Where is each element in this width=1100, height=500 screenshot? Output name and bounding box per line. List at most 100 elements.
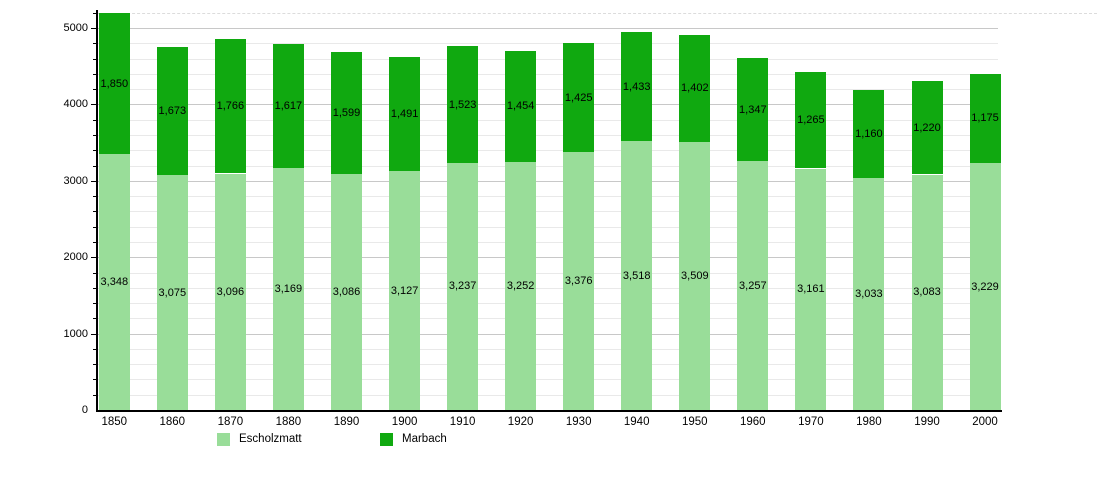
bar-segment-marbach: 1,425 <box>563 43 595 153</box>
x-tick-label: 1960 <box>740 416 766 428</box>
bar-segment-escholzmatt: 3,348 <box>98 154 130 410</box>
gridline-minor <box>97 12 1097 14</box>
y-axis-minor-tick <box>93 241 97 243</box>
bar-segment-marbach: 1,265 <box>795 71 827 169</box>
bar-segment-escholzmatt: 3,376 <box>563 152 595 410</box>
gridline-major <box>97 257 998 259</box>
legend-swatch-marbach <box>380 432 393 446</box>
bar-segment-marbach: 1,220 <box>911 81 943 175</box>
bar-value-label: 3,237 <box>448 280 477 293</box>
bar-segment-escholzmatt: 3,075 <box>156 175 188 410</box>
bar-segment-marbach: 1,402 <box>679 34 711 142</box>
bar-value-label: 3,376 <box>564 275 593 288</box>
y-axis-minor-tick <box>93 135 97 136</box>
bar-segment-marbach: 1,347 <box>737 58 769 162</box>
y-tick-label: 0 <box>81 404 88 416</box>
gridline-minor <box>97 135 998 136</box>
y-axis-minor-tick <box>93 272 97 274</box>
y-axis-minor-tick <box>93 394 97 396</box>
bar-segment-escholzmatt: 3,033 <box>853 178 885 410</box>
bar-value-label: 1,220 <box>913 121 941 134</box>
gridline-minor <box>97 303 998 304</box>
bar-value-label: 1,175 <box>971 112 999 125</box>
x-tick-label: 1990 <box>914 416 940 428</box>
gridline-minor <box>97 43 998 45</box>
bar-segment-marbach: 1,673 <box>156 47 188 176</box>
y-axis-major-tick <box>91 28 97 29</box>
y-axis-minor-tick <box>93 196 97 198</box>
gridline-major <box>97 180 998 182</box>
bar-value-label: 1,599 <box>332 107 361 120</box>
bar-value-label: 3,033 <box>855 288 883 301</box>
gridline-minor <box>97 226 998 228</box>
x-tick-label: 1870 <box>217 416 244 428</box>
y-axis-minor-tick <box>93 318 97 320</box>
gridline-minor <box>97 379 998 381</box>
legend-label: Marbach <box>402 433 447 445</box>
bar-segment-escholzmatt: 3,252 <box>505 161 537 410</box>
bar-segment-escholzmatt: 3,086 <box>331 174 362 410</box>
y-axis-minor-tick <box>93 73 97 75</box>
x-tick-label: 1930 <box>565 416 592 428</box>
legend-swatch-escholzmatt <box>217 432 230 446</box>
bar-segment-escholzmatt: 3,518 <box>621 141 653 410</box>
gridline-minor <box>97 394 998 396</box>
bar-segment-escholzmatt: 3,083 <box>911 174 943 410</box>
x-tick-label: 2000 <box>972 416 998 428</box>
bar-value-label: 3,083 <box>913 286 941 299</box>
bar-segment-escholzmatt: 3,237 <box>447 162 479 410</box>
y-axis-minor-tick <box>93 287 97 289</box>
x-tick-label: 1900 <box>391 416 418 428</box>
gridline-minor <box>97 196 998 198</box>
y-axis-minor-tick <box>93 12 97 14</box>
bar-value-label: 3,086 <box>332 286 361 299</box>
y-axis-minor-tick <box>93 119 97 121</box>
y-axis-minor-tick <box>93 364 97 366</box>
y-axis-line <box>96 10 98 412</box>
gridline-minor <box>97 241 998 243</box>
bar-value-label: 3,518 <box>622 269 651 282</box>
x-tick-label: 1890 <box>333 416 360 428</box>
bar-value-label: 3,075 <box>158 286 187 299</box>
bar-segment-escholzmatt: 3,127 <box>389 171 421 410</box>
bar-segment-marbach: 1,175 <box>969 73 1001 164</box>
bar-segment-marbach: 1,433 <box>621 31 653 142</box>
bar-segment-marbach: 1,617 <box>272 44 304 168</box>
gridline-minor <box>97 73 998 75</box>
x-tick-label: 1920 <box>507 416 534 428</box>
legend-item-marbach: Marbach <box>380 432 447 446</box>
legend-label: Escholzmatt <box>239 433 302 445</box>
bar-segment-marbach: 1,599 <box>331 52 362 175</box>
gridline-major <box>97 104 998 106</box>
y-axis-major-tick <box>91 257 97 259</box>
bar-segment-escholzmatt: 3,229 <box>969 163 1001 410</box>
bar-segment-marbach: 1,766 <box>214 38 246 174</box>
gridline-minor <box>97 272 998 274</box>
bar-segment-escholzmatt: 3,169 <box>272 167 304 410</box>
bar-value-label: 1,425 <box>564 91 593 104</box>
gridline-minor <box>97 287 998 289</box>
y-axis-minor-tick <box>93 165 97 167</box>
x-tick-label: 1910 <box>449 416 476 428</box>
y-tick-label: 1000 <box>63 327 88 340</box>
x-tick-label: 1980 <box>856 416 882 428</box>
gridline-minor <box>97 89 998 91</box>
y-tick-label: 4000 <box>63 98 88 111</box>
bar-value-label: 3,257 <box>739 279 767 292</box>
y-axis-minor-tick <box>93 348 97 350</box>
y-tick-label: 5000 <box>63 22 88 34</box>
gridline-minor <box>97 211 998 213</box>
y-axis-minor-tick <box>93 379 97 381</box>
y-axis-minor-tick <box>93 211 97 213</box>
bar-value-label: 3,229 <box>971 280 999 293</box>
gridline-minor <box>97 364 998 366</box>
bar-segment-escholzmatt: 3,161 <box>795 168 827 410</box>
bar-value-label: 1,766 <box>216 100 245 113</box>
bar-value-label: 3,127 <box>390 284 419 297</box>
x-axis-line <box>96 410 1002 412</box>
y-axis-major-tick <box>91 180 97 182</box>
legend-item-escholzmatt: Escholzmatt <box>217 432 302 446</box>
bar-value-label: 3,161 <box>797 283 825 296</box>
bar-segment-marbach: 1,523 <box>447 46 479 163</box>
